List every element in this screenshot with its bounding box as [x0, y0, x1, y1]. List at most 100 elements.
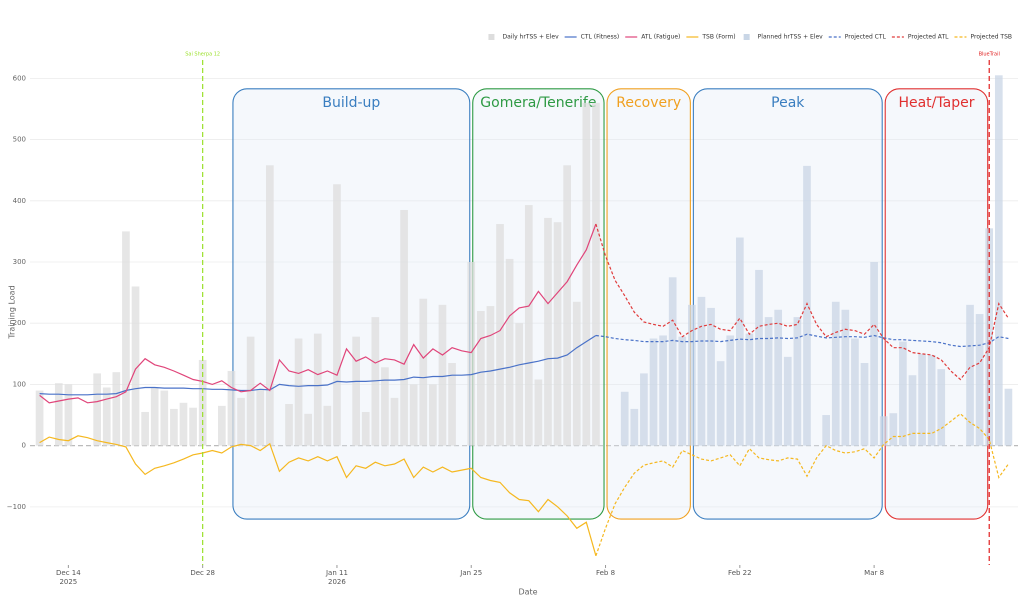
bar	[544, 217, 552, 446]
bar	[160, 390, 169, 446]
bar	[640, 373, 648, 446]
bar	[678, 336, 687, 446]
bar	[429, 384, 437, 446]
bar	[467, 262, 476, 446]
phase-label: Recovery	[616, 95, 681, 111]
bar	[323, 405, 332, 446]
y-tick-label: 500	[13, 136, 26, 144]
bar	[1004, 388, 1013, 446]
bar	[592, 102, 600, 446]
bar	[64, 384, 73, 446]
bar	[54, 383, 63, 446]
bar	[899, 341, 907, 446]
bar	[879, 416, 888, 446]
bar	[822, 415, 830, 446]
bar	[102, 387, 111, 446]
bar	[352, 336, 360, 446]
phase-label: Heat/Taper	[898, 95, 974, 111]
series-line	[39, 334, 597, 396]
phase-box	[692, 88, 883, 520]
bar	[889, 413, 898, 446]
y-tick-label: 300	[13, 258, 26, 266]
legend-label: Projected CTL	[845, 34, 887, 41]
phase-box	[884, 88, 989, 520]
bar	[496, 224, 504, 446]
legend-label: Daily hrTSS + Elev	[502, 34, 559, 41]
x-tick-label: Feb 22	[728, 569, 752, 577]
phase-label: Peak	[771, 95, 805, 111]
bar	[265, 165, 274, 446]
bar	[649, 338, 658, 446]
bar	[975, 314, 984, 446]
bar	[553, 222, 562, 446]
bar	[361, 411, 370, 446]
bar	[735, 237, 744, 446]
y-tick-label: 600	[13, 74, 26, 82]
bar	[304, 413, 313, 446]
bar	[390, 397, 399, 446]
bar	[582, 102, 591, 446]
series-line	[595, 333, 1009, 348]
bar	[438, 304, 447, 446]
y-tick-label: 200	[13, 319, 26, 327]
bar	[918, 353, 926, 446]
series-line	[39, 435, 597, 556]
bar	[534, 379, 543, 446]
x-tick-label: Mar 8	[864, 569, 885, 577]
bar	[93, 373, 101, 446]
bar	[927, 355, 936, 446]
event-label: Sai Sherpa 12	[185, 52, 220, 58]
bar	[563, 165, 572, 446]
bar	[131, 286, 140, 446]
phase-label: Build-up	[322, 95, 380, 111]
legend-label: Projected ATL	[908, 34, 949, 41]
bar	[620, 391, 629, 446]
bar	[860, 363, 869, 446]
series-line	[595, 413, 1009, 556]
bar	[774, 309, 783, 446]
bar	[716, 361, 725, 446]
bar	[688, 304, 696, 446]
legend-label: CTL (Fitness)	[581, 34, 620, 41]
phase-label: Gomera/Tenerife	[480, 95, 596, 111]
legend-swatch	[488, 34, 495, 40]
bar	[333, 184, 341, 446]
bar	[994, 75, 1003, 446]
x-tick-label: Jan 25	[460, 569, 483, 577]
bar	[170, 408, 178, 446]
bar	[515, 323, 524, 446]
y-tick-label: 400	[13, 197, 26, 205]
bar	[409, 384, 418, 446]
bar	[112, 372, 121, 446]
bar	[755, 269, 763, 446]
bar	[745, 333, 754, 446]
x-tick-label: Dec 28	[190, 569, 215, 577]
bar	[726, 335, 735, 446]
phase-box	[606, 88, 691, 520]
bar	[668, 277, 677, 446]
bar	[841, 309, 850, 446]
bar	[448, 363, 456, 446]
bar	[198, 359, 207, 446]
bar	[870, 262, 878, 446]
bar	[150, 387, 159, 446]
bar	[476, 310, 485, 446]
bar	[419, 298, 428, 446]
bar	[237, 397, 245, 446]
x-tick-label: Dec 14 2025	[56, 569, 81, 586]
bar	[524, 205, 533, 446]
bar	[851, 338, 859, 446]
bar	[803, 165, 811, 446]
legend-label: ATL (Fatigue)	[641, 34, 680, 41]
legend-swatch	[743, 34, 750, 40]
bar	[400, 209, 408, 446]
bar	[793, 317, 802, 446]
bar	[179, 402, 188, 446]
legend: Daily hrTSS + Elev CTL (Fitness) ATL (Fati…	[488, 34, 1012, 41]
y-tick-label: 100	[13, 380, 26, 388]
x-tick-label: Jan 11 2026	[325, 569, 348, 586]
bar	[313, 333, 322, 446]
bar	[908, 375, 917, 446]
bar	[764, 317, 773, 446]
